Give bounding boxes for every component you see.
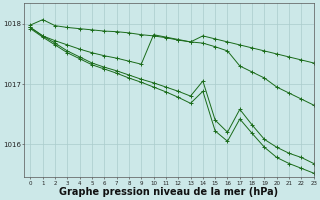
X-axis label: Graphe pression niveau de la mer (hPa): Graphe pression niveau de la mer (hPa) (60, 187, 278, 197)
